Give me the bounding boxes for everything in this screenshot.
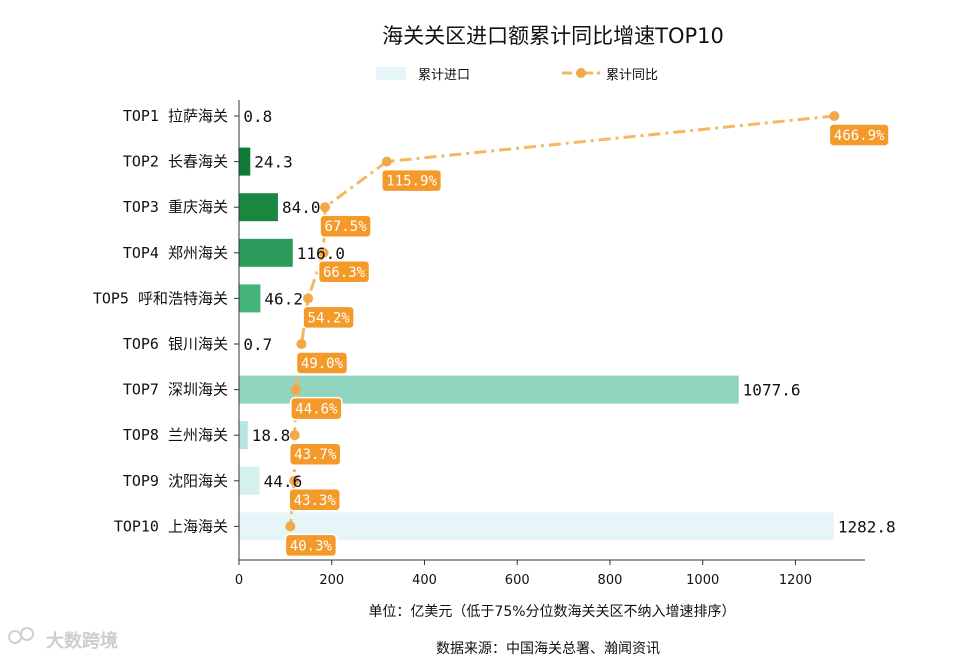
x-tick-label: 1000 bbox=[686, 573, 719, 588]
yoy-marker bbox=[289, 430, 300, 441]
bar-value-label: 24.3 bbox=[254, 153, 293, 172]
x-tick-label: 400 bbox=[412, 573, 437, 588]
watermark-logo-icon bbox=[8, 630, 22, 644]
y-tick-label: TOP8 兰州海关 bbox=[123, 426, 228, 444]
watermark: 大数跨境 bbox=[8, 627, 118, 652]
yoy-marker bbox=[381, 156, 392, 167]
x-tick-label: 1200 bbox=[779, 573, 812, 588]
yoy-label-badge bbox=[295, 351, 349, 375]
yoy-label: 66.3% bbox=[323, 265, 366, 281]
labels-layer: 0.8 24.3 84.0 116.0 46.2 0.7 1077.6 18.8 44.6 128… bbox=[243, 107, 896, 558]
y-tick-label: TOP6 银川海关 bbox=[123, 335, 228, 353]
bar bbox=[239, 147, 251, 176]
y-tick-label: TOP1 拉萨海关 bbox=[123, 107, 228, 125]
bar bbox=[239, 421, 248, 450]
chart-title: 海关关区进口额累计同比增速TOP10 bbox=[382, 24, 724, 48]
yoy-marker bbox=[320, 202, 331, 213]
y-tick-label: TOP4 郑州海关 bbox=[123, 244, 228, 262]
bar-value-label: 0.7 bbox=[243, 335, 272, 354]
yoy-label-badge bbox=[288, 488, 341, 512]
yoy-marker bbox=[303, 293, 314, 304]
yoy-line bbox=[288, 114, 835, 527]
bar bbox=[239, 284, 261, 313]
yoy-label: 115.9% bbox=[386, 174, 437, 190]
yoy-label: 54.2% bbox=[308, 310, 351, 326]
x-tick-label: 0 bbox=[235, 573, 243, 588]
yoy-label-badge bbox=[284, 533, 338, 558]
source-note: 数据来源：中国海关总署、瀚闻资讯 bbox=[436, 641, 660, 657]
yoy-label: 43.3% bbox=[294, 493, 337, 509]
yoy-label: 49.0% bbox=[301, 356, 344, 372]
x-tick-label: 200 bbox=[319, 573, 344, 588]
yoy-label-badge bbox=[828, 123, 890, 147]
bar bbox=[239, 466, 260, 495]
y-tick-label: TOP7 深圳海关 bbox=[123, 381, 228, 399]
bar-value-label: 84.0 bbox=[282, 198, 321, 217]
bar-value-label: 1077.6 bbox=[743, 381, 801, 400]
watermark-logo-icon-2 bbox=[20, 627, 34, 641]
legend-bar-swatch bbox=[376, 67, 406, 80]
watermark-text: 大数跨境 bbox=[46, 630, 118, 652]
x-tick-label: 800 bbox=[598, 573, 623, 588]
yoy-label: 67.5% bbox=[324, 219, 367, 235]
x-tick-label: 600 bbox=[505, 573, 530, 588]
y-tick-label: TOP5 呼和浩特海关 bbox=[93, 289, 228, 307]
bar-value-label: 18.8 bbox=[252, 426, 291, 445]
bar-value-label: 1282.8 bbox=[838, 517, 896, 536]
y-tick-label: TOP3 重庆海关 bbox=[123, 198, 228, 216]
yoy-marker bbox=[829, 111, 840, 121]
yoy-label: 466.9% bbox=[834, 128, 885, 144]
legend-label-import: 累计进口 bbox=[418, 68, 470, 83]
bar-value-label: 0.8 bbox=[243, 107, 272, 126]
yoy-label: 44.6% bbox=[295, 402, 338, 418]
bar bbox=[239, 238, 293, 267]
y-tick-label: TOP2 长春海关 bbox=[123, 153, 228, 171]
y-tick-label: TOP10 上海海关 bbox=[114, 517, 228, 535]
yoy-label-badge bbox=[288, 442, 342, 466]
legend-label-yoy: 累计同比 bbox=[606, 68, 658, 83]
bar bbox=[239, 193, 278, 222]
bar bbox=[239, 512, 834, 541]
yoy-label: 40.3% bbox=[290, 538, 333, 554]
legend: 累计进口 累计同比 bbox=[376, 67, 658, 83]
yoy-label: 43.7% bbox=[294, 447, 337, 463]
yoy-marker bbox=[296, 339, 307, 349]
yoy-marker bbox=[285, 521, 296, 532]
x-axis-label: 单位：亿美元（低于75%分位数海关关区不纳入增速排序） bbox=[368, 604, 735, 620]
legend-marker bbox=[576, 68, 586, 78]
yoy-marker bbox=[318, 247, 329, 258]
bar-value-label: 116.0 bbox=[297, 244, 345, 263]
yoy-label-badge bbox=[302, 305, 355, 330]
y-tick-label: TOP9 沈阳海关 bbox=[123, 472, 228, 490]
yoy-label-badge bbox=[290, 396, 343, 421]
bar-value-label: 44.6 bbox=[264, 472, 303, 491]
yoy-marker bbox=[289, 475, 300, 486]
yoy-label-badge bbox=[381, 168, 443, 193]
line-layer bbox=[285, 111, 840, 532]
axes-layer: 0 200 400 600 800 1000 1200 TOP1 拉萨海关 TOP2 长春海关 T… bbox=[93, 100, 865, 588]
yoy-label-badge bbox=[319, 214, 372, 238]
yoy-label-badge bbox=[317, 260, 371, 284]
bar-value-label: 46.2 bbox=[264, 289, 303, 308]
yoy-marker bbox=[290, 384, 301, 395]
